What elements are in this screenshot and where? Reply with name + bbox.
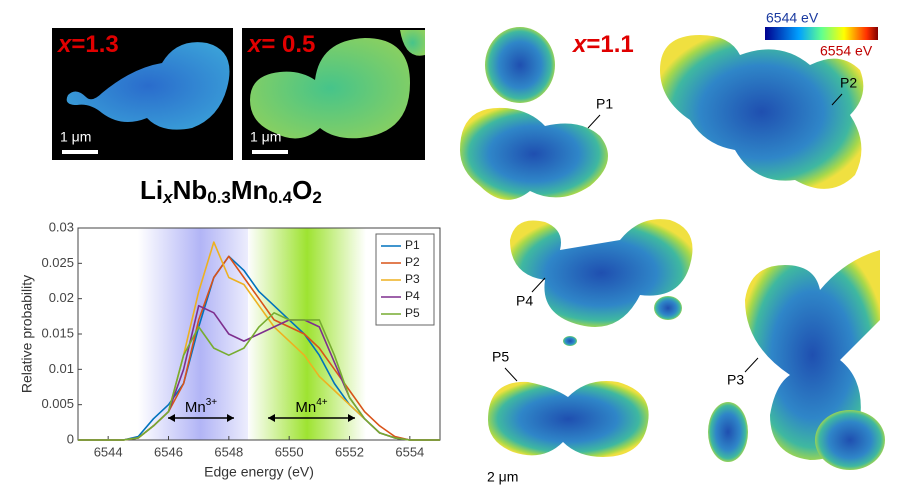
y-tick-label: 0.015 xyxy=(41,325,74,340)
shaded-band xyxy=(138,228,263,440)
shaded-band xyxy=(248,228,366,440)
colorbar xyxy=(765,27,878,40)
colorbar-min: 6544 eV xyxy=(766,10,819,26)
annotation: Mn4+ xyxy=(295,397,327,416)
particle xyxy=(250,38,410,139)
point-label: P5 xyxy=(492,349,509,365)
y-tick-label: 0.005 xyxy=(41,396,74,411)
arrow xyxy=(587,114,601,129)
x-tick-label: 6550 xyxy=(275,444,304,459)
panel-label: x=1.1 xyxy=(571,31,634,58)
particle xyxy=(66,42,230,130)
y-tick-label: 0.02 xyxy=(49,290,74,305)
annotation-text: Mn xyxy=(295,399,316,416)
particle xyxy=(485,27,555,103)
arrow xyxy=(504,367,518,382)
x-axis-label: Edge energy (eV) xyxy=(204,464,314,480)
y-tick-label: 0 xyxy=(67,431,74,446)
legend-label: P1 xyxy=(405,238,420,252)
particle xyxy=(400,30,425,56)
particle xyxy=(745,250,880,460)
particle xyxy=(660,35,864,189)
colorbar-max: 6554 eV xyxy=(820,43,873,59)
point-label: P3 xyxy=(727,372,744,388)
map: x=1.1 6544 eV 6554 eV P1 P2 P3 P4 P5 2 μ… xyxy=(460,10,885,485)
legend-label: P3 xyxy=(405,272,420,286)
legend-label: P4 xyxy=(405,289,420,303)
annotation-text: Mn xyxy=(185,399,206,416)
arrow xyxy=(831,93,843,106)
scale-bar-label: 1 μm xyxy=(60,129,91,145)
x-tick-label: 6548 xyxy=(214,444,243,459)
particle xyxy=(460,107,608,200)
particle xyxy=(563,336,577,346)
arrow xyxy=(744,357,759,373)
particle xyxy=(708,402,748,462)
annotation-sup: 3+ xyxy=(206,397,218,408)
scale-bar-label: 2 μm xyxy=(487,469,518,485)
line-series xyxy=(78,312,440,441)
legend-label: P5 xyxy=(405,306,420,320)
x-tick-label: 6552 xyxy=(335,444,364,459)
arrow-head xyxy=(168,414,234,422)
annotation: Mn3+ xyxy=(185,397,217,416)
legend-label: P2 xyxy=(405,255,420,269)
particle xyxy=(488,381,649,457)
point-label: P1 xyxy=(596,96,613,112)
formula: LixNb0.3Mn0.4O2 xyxy=(140,175,322,208)
scale-bar-label: 1 μm xyxy=(250,129,281,145)
panel-label: x=1.3 xyxy=(56,31,119,58)
x-tick-label: 6546 xyxy=(154,444,183,459)
panel-label: x= 0.5 xyxy=(246,31,315,58)
y-axis-label: Relative probability xyxy=(19,275,35,393)
particle xyxy=(654,296,682,320)
point-label: P2 xyxy=(840,75,857,91)
scale-bar xyxy=(252,150,288,154)
particle xyxy=(510,219,693,327)
line-chart: 0 0.005 0.01 0.015 0.02 0.025 0.03 6544 6546 6548… xyxy=(19,219,441,480)
annotation-sup: 4+ xyxy=(316,397,328,408)
x-tick-label: 6544 xyxy=(94,444,123,459)
y-tick-label: 0.025 xyxy=(41,255,74,270)
x-tick-label: 6554 xyxy=(395,444,424,459)
particle xyxy=(815,410,885,470)
arrow xyxy=(531,277,546,293)
scale-bar xyxy=(62,150,98,154)
y-tick-label: 0.03 xyxy=(49,219,74,234)
y-tick-label: 0.01 xyxy=(49,361,74,376)
point-label: P4 xyxy=(516,293,533,309)
